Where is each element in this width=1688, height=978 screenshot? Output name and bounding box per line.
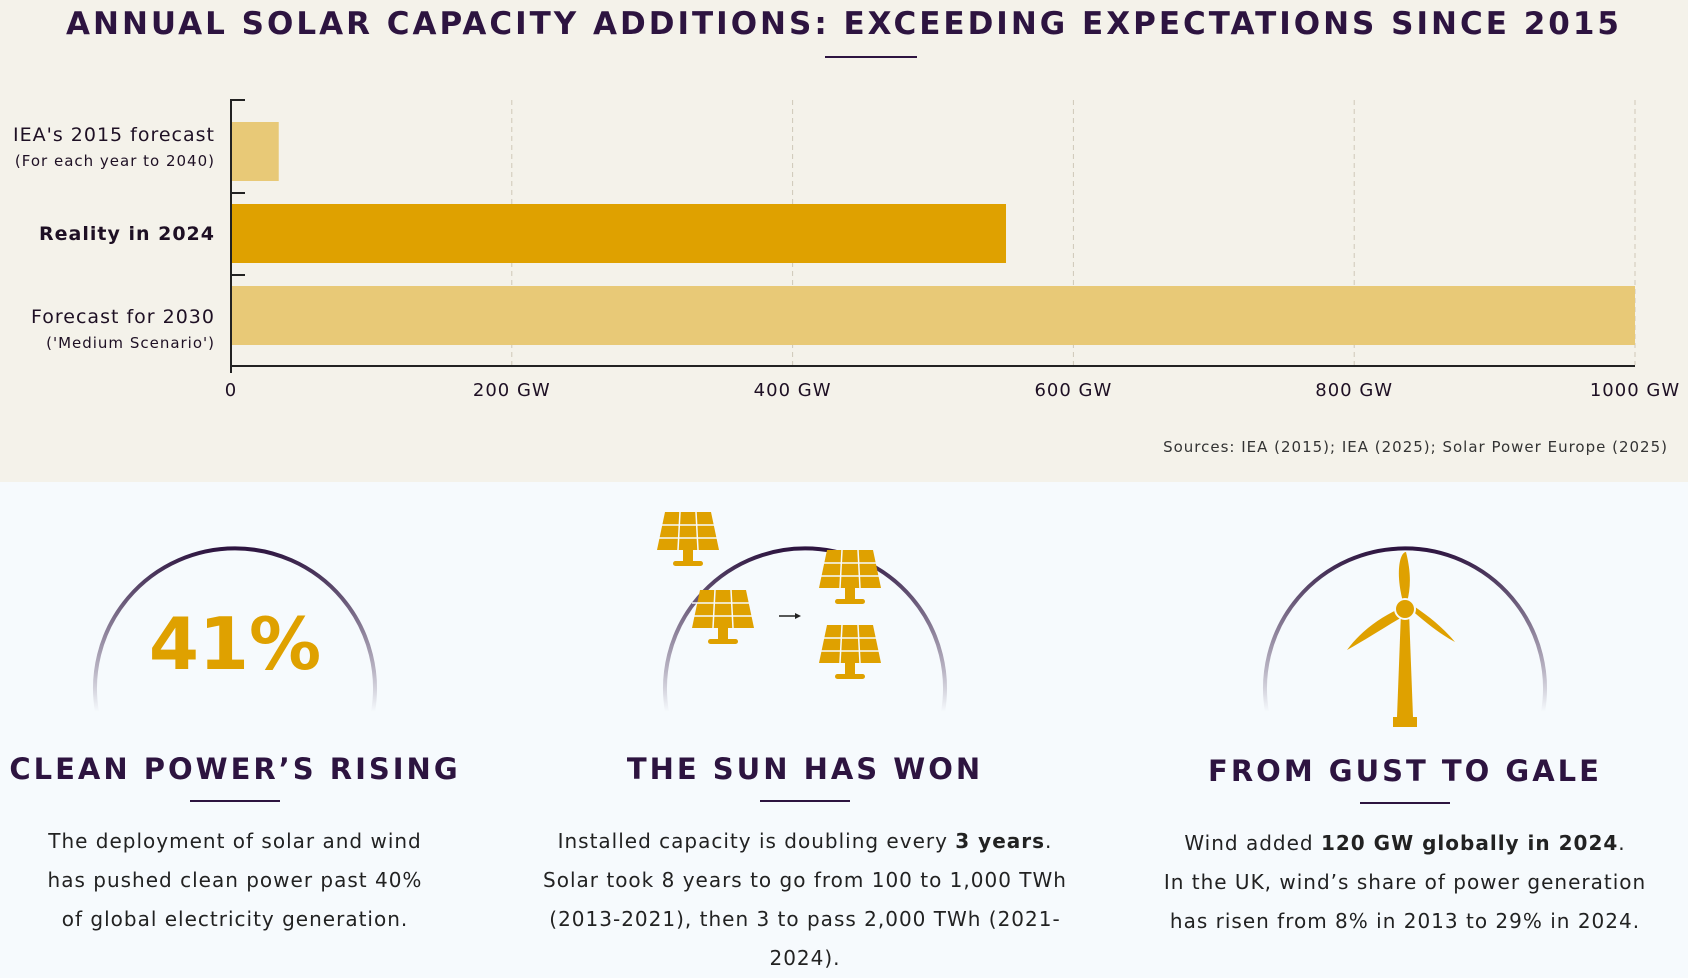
bar-1 bbox=[231, 204, 1007, 263]
card-heading: THE SUN HAS WON bbox=[626, 752, 984, 786]
x-tick-label: 600 GW bbox=[1034, 380, 1113, 401]
stat-41-percent: 41% bbox=[148, 602, 322, 686]
bar-2 bbox=[231, 286, 1635, 345]
ring-decoration bbox=[93, 546, 377, 713]
ylabel-0: IEA's 2015 forecast (For each year to 204… bbox=[13, 124, 215, 170]
heading-underline bbox=[1360, 802, 1450, 804]
sources: Sources: IEA (2015); IEA (2025); Solar P… bbox=[1163, 438, 1668, 456]
solar-doubling-icon bbox=[657, 512, 947, 713]
ylabel-1: Reality in 2024 bbox=[39, 223, 215, 245]
card-heading: CLEAN POWER’S RISING bbox=[9, 752, 461, 786]
x-tick-label: 200 GW bbox=[472, 380, 551, 401]
card-text: Wind added 120 GW globally in 2024. In th… bbox=[1163, 831, 1647, 933]
card-heading: FROM GUST TO GALE bbox=[1208, 754, 1602, 788]
chart-section: ANNUAL SOLAR CAPACITY ADDITIONS: EXCEEDI… bbox=[0, 0, 1688, 482]
x-tick-label: 1000 GW bbox=[1589, 380, 1681, 401]
heading-underline bbox=[760, 800, 850, 802]
wind-turbine-icon bbox=[1263, 546, 1547, 727]
card-text: Installed capacity is doubling every 3 y… bbox=[543, 829, 1067, 970]
card-text: The deployment of solar and wind has push… bbox=[47, 829, 423, 931]
x-tick-label: 800 GW bbox=[1315, 380, 1394, 401]
card-clean-power: 41% CLEAN POWER’S RISING The deployment … bbox=[0, 512, 515, 939]
x-tick-label: 400 GW bbox=[753, 380, 832, 401]
heading-underline bbox=[190, 800, 280, 802]
ylabel-2: Forecast for 2030 ('Medium Scenario') bbox=[31, 306, 215, 352]
page-title: ANNUAL SOLAR CAPACITY ADDITIONS: EXCEEDI… bbox=[66, 6, 1622, 42]
x-tick-label: 0 bbox=[224, 380, 238, 401]
card-sun: THE SUN HAS WON Installed capacity is do… bbox=[525, 512, 1085, 978]
title-underline bbox=[825, 56, 917, 58]
card-wind: FROM GUST TO GALE Wind added 120 GW glob… bbox=[1125, 512, 1685, 941]
bar-chart bbox=[230, 99, 1636, 373]
bar-0 bbox=[231, 122, 279, 181]
